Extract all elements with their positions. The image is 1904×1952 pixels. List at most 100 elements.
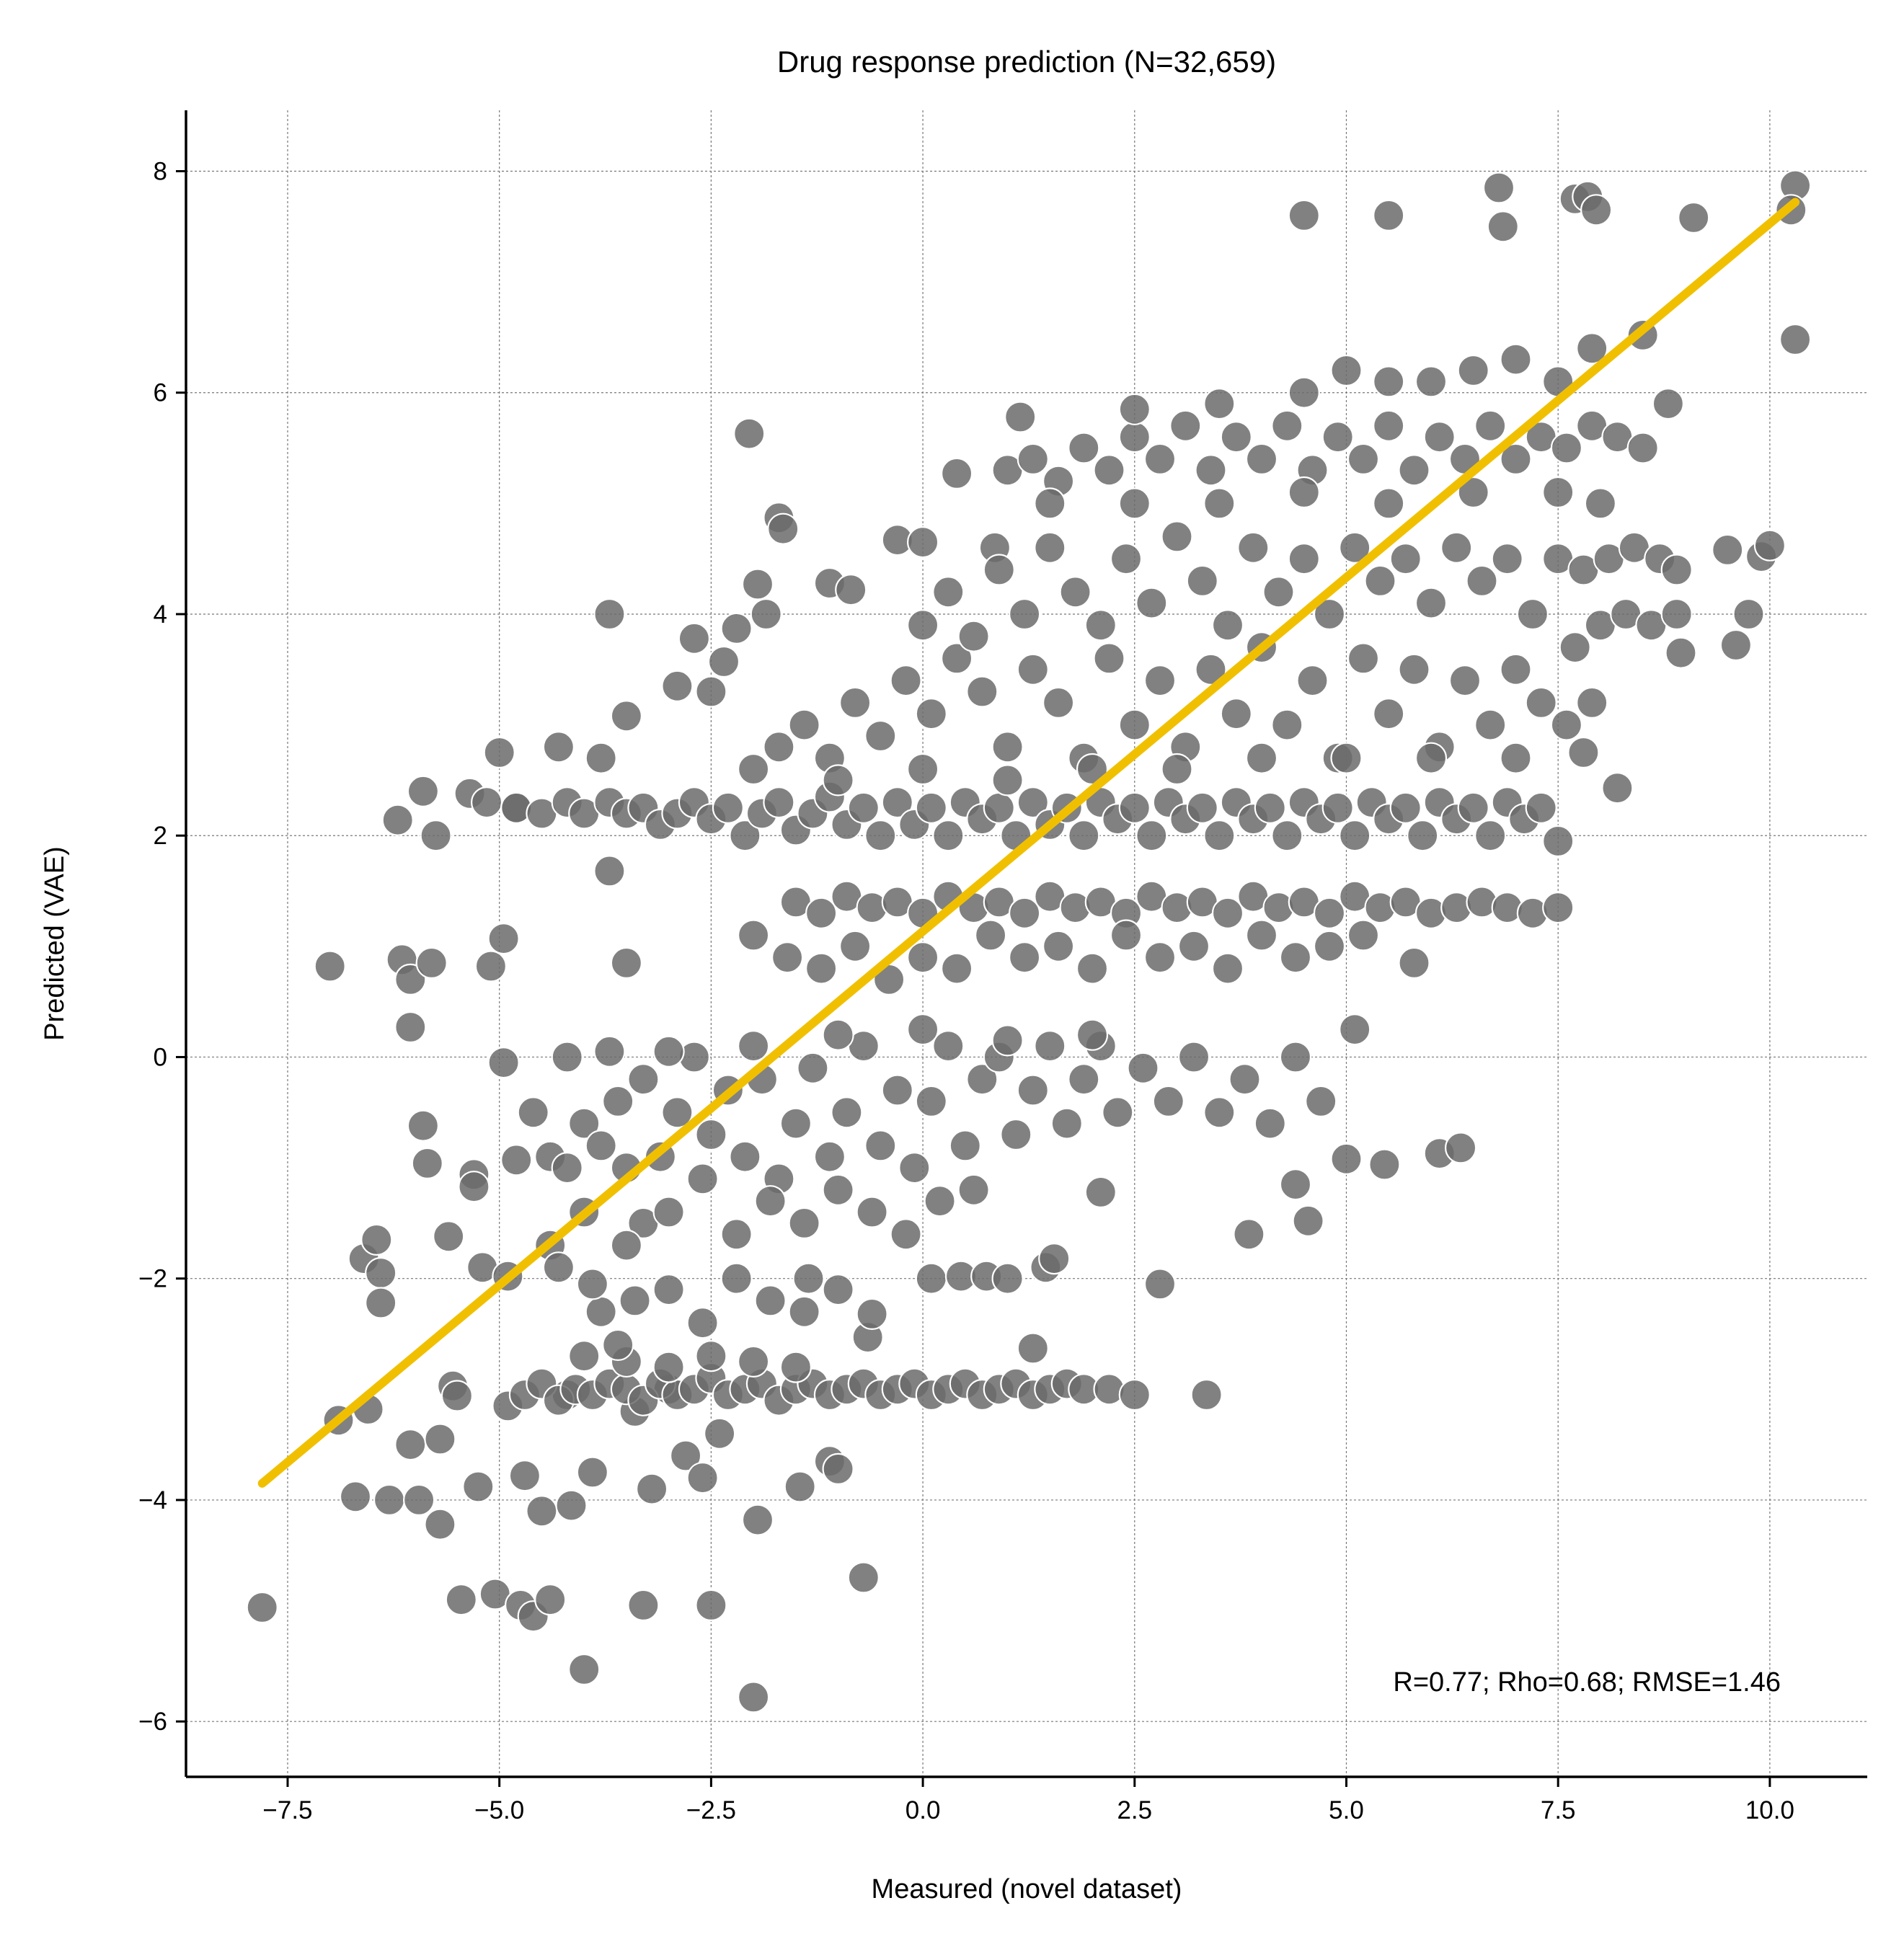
data-point-218	[568, 1340, 601, 1372]
data-point-113	[1487, 210, 1519, 243]
data-point-340	[864, 719, 897, 753]
data-point-465	[788, 1207, 820, 1240]
data-point-49	[568, 1653, 601, 1686]
data-point-0	[246, 1591, 278, 1624]
data-point-72	[741, 568, 774, 600]
data-point-395	[1313, 598, 1346, 631]
data-point-73	[741, 1504, 774, 1536]
x-tick-label-4: 2.5	[1117, 1796, 1152, 1824]
data-point-119	[1665, 636, 1697, 669]
data-point-147	[797, 1052, 829, 1084]
data-point-441	[1652, 387, 1684, 420]
data-point-61	[661, 670, 694, 702]
data-point-59	[635, 1473, 668, 1505]
data-point-149	[831, 1096, 863, 1129]
data-point-12	[394, 963, 427, 996]
data-point-330	[1211, 952, 1244, 985]
data-point-42	[508, 1460, 541, 1492]
data-point-222	[737, 1345, 770, 1378]
data-point-100	[1190, 1378, 1223, 1411]
data-point-15	[402, 1483, 435, 1516]
data-point-419	[1093, 454, 1125, 487]
data-point-154	[915, 1085, 947, 1118]
data-point-420	[1118, 421, 1151, 453]
data-point-78	[792, 1262, 825, 1295]
data-point-104	[1288, 199, 1320, 231]
data-point-107	[1373, 199, 1405, 231]
data-point-365	[1500, 653, 1532, 686]
data-point-378	[1567, 736, 1600, 769]
data-point-341	[890, 664, 922, 697]
data-point-45	[534, 1584, 567, 1616]
data-point-129	[500, 1144, 533, 1176]
data-point-217	[1118, 1378, 1151, 1411]
data-point-466	[822, 1174, 854, 1206]
data-point-97	[1038, 1242, 1071, 1275]
data-point-294	[1008, 897, 1041, 929]
data-point-132	[551, 1151, 583, 1184]
data-point-469	[924, 1185, 956, 1217]
data-point-444	[1288, 376, 1320, 409]
data-point-381	[957, 620, 990, 652]
data-point-393	[1262, 576, 1295, 608]
data-point-223	[779, 1351, 812, 1383]
data-point-354	[1220, 698, 1252, 730]
data-point-76	[767, 513, 800, 545]
data-point-245	[881, 786, 913, 819]
data-point-135	[602, 1085, 634, 1118]
data-point-178	[822, 1019, 854, 1051]
x-tick-label-2: −2.5	[686, 1796, 736, 1824]
data-point-481	[602, 1328, 634, 1362]
data-point-445	[1330, 354, 1363, 387]
data-point-44	[526, 1495, 558, 1527]
data-point-388	[1135, 587, 1168, 619]
data-point-35	[483, 736, 515, 769]
data-point-93	[991, 1262, 1024, 1295]
data-point-7	[365, 1287, 397, 1319]
y-ticks: −6 −4 −2 0 2 4 6 8	[138, 157, 186, 1736]
data-point-328	[1143, 941, 1177, 974]
data-point-106	[1339, 1013, 1371, 1046]
data-point-64	[686, 1462, 719, 1494]
data-point-244	[864, 820, 897, 852]
data-point-264	[1203, 820, 1236, 852]
data-point-478	[754, 1285, 787, 1317]
data-point-319	[838, 930, 872, 962]
data-point-141	[695, 1118, 727, 1151]
data-point-238	[763, 786, 795, 819]
data-point-111	[1444, 1132, 1477, 1164]
data-point-409	[1660, 554, 1693, 586]
data-point-389	[1161, 520, 1193, 553]
data-point-36	[487, 922, 520, 955]
data-point-315	[1542, 891, 1575, 924]
data-point-360	[1373, 698, 1405, 730]
data-point-143	[729, 1140, 761, 1173]
data-point-356	[1271, 709, 1303, 741]
data-point-391	[1211, 609, 1244, 642]
x-ticks: −7.5 −5.0 −2.5 0.0 2.5 5.0 7.5 10.0	[262, 1777, 1794, 1824]
data-point-130	[517, 1096, 549, 1129]
data-point-423	[1195, 454, 1227, 487]
stats-annotation: R=0.77; Rho=0.68; RMSE=1.46	[1393, 1667, 1781, 1698]
data-point-23	[433, 1220, 465, 1253]
data-point-470	[957, 1174, 990, 1206]
data-point-452	[1034, 487, 1066, 520]
data-point-366	[1525, 686, 1557, 719]
data-point-37	[487, 1046, 520, 1079]
data-point-402	[1491, 543, 1523, 575]
y-tick-label-6: 6	[154, 379, 167, 407]
data-point-345	[991, 731, 1024, 763]
x-tick-label-7: 10.0	[1745, 1796, 1794, 1824]
data-point-396	[1339, 531, 1371, 564]
data-point-168	[1177, 1041, 1210, 1073]
data-point-374	[1245, 742, 1278, 774]
data-point-13	[394, 1428, 427, 1461]
data-point-1	[314, 950, 346, 982]
data-point-26	[445, 1584, 477, 1616]
data-point-475	[652, 1273, 685, 1306]
data-point-95	[1017, 1332, 1049, 1365]
data-point-173	[1305, 1085, 1337, 1118]
data-point-134	[585, 1130, 617, 1162]
data-point-65	[695, 1589, 727, 1621]
